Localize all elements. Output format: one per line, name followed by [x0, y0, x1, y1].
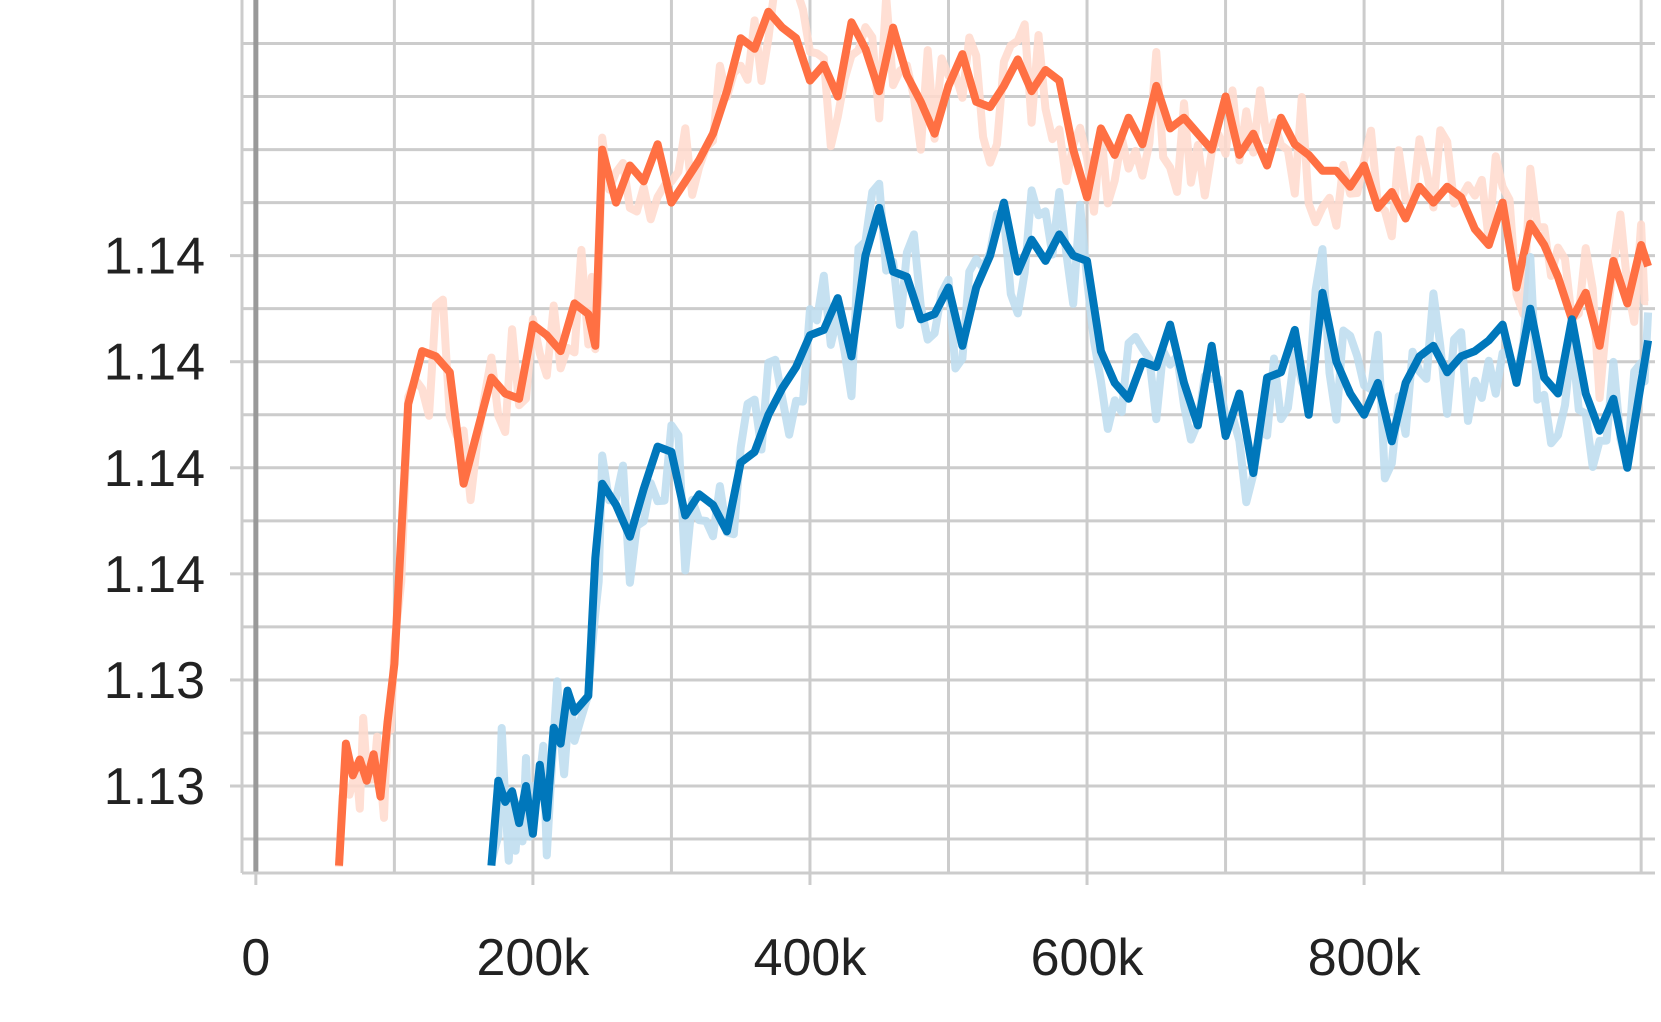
- series-raw-line-0: [335, 0, 1649, 867]
- y-tick-label: 1.13: [104, 652, 205, 710]
- y-tick-label: 1.14: [104, 228, 205, 286]
- y-tick-label: 1.13: [104, 758, 205, 816]
- x-axis-band: [0, 874, 1661, 1022]
- series-raw-line-1: [487, 179, 1653, 865]
- series-lines: [335, 0, 1653, 867]
- tick-labels: 0 200k 400k 600k 800k 1.13 1.13 1.14 1.14 1.14 1.1…: [0, 228, 1661, 1022]
- x-tick-label: 400k: [754, 929, 868, 987]
- x-tick-label: 800k: [1308, 929, 1422, 987]
- series-line-1: [487, 198, 1653, 866]
- series-line-0: [335, 7, 1652, 866]
- y-tick-label: 1.14: [104, 440, 205, 498]
- y-tick-label: 1.14: [104, 546, 205, 604]
- x-tick-label: 600k: [1031, 929, 1145, 987]
- x-tick-label: 200k: [477, 929, 591, 987]
- x-tick-label: 0: [241, 929, 270, 987]
- y-tick-label: 1.14: [104, 334, 205, 392]
